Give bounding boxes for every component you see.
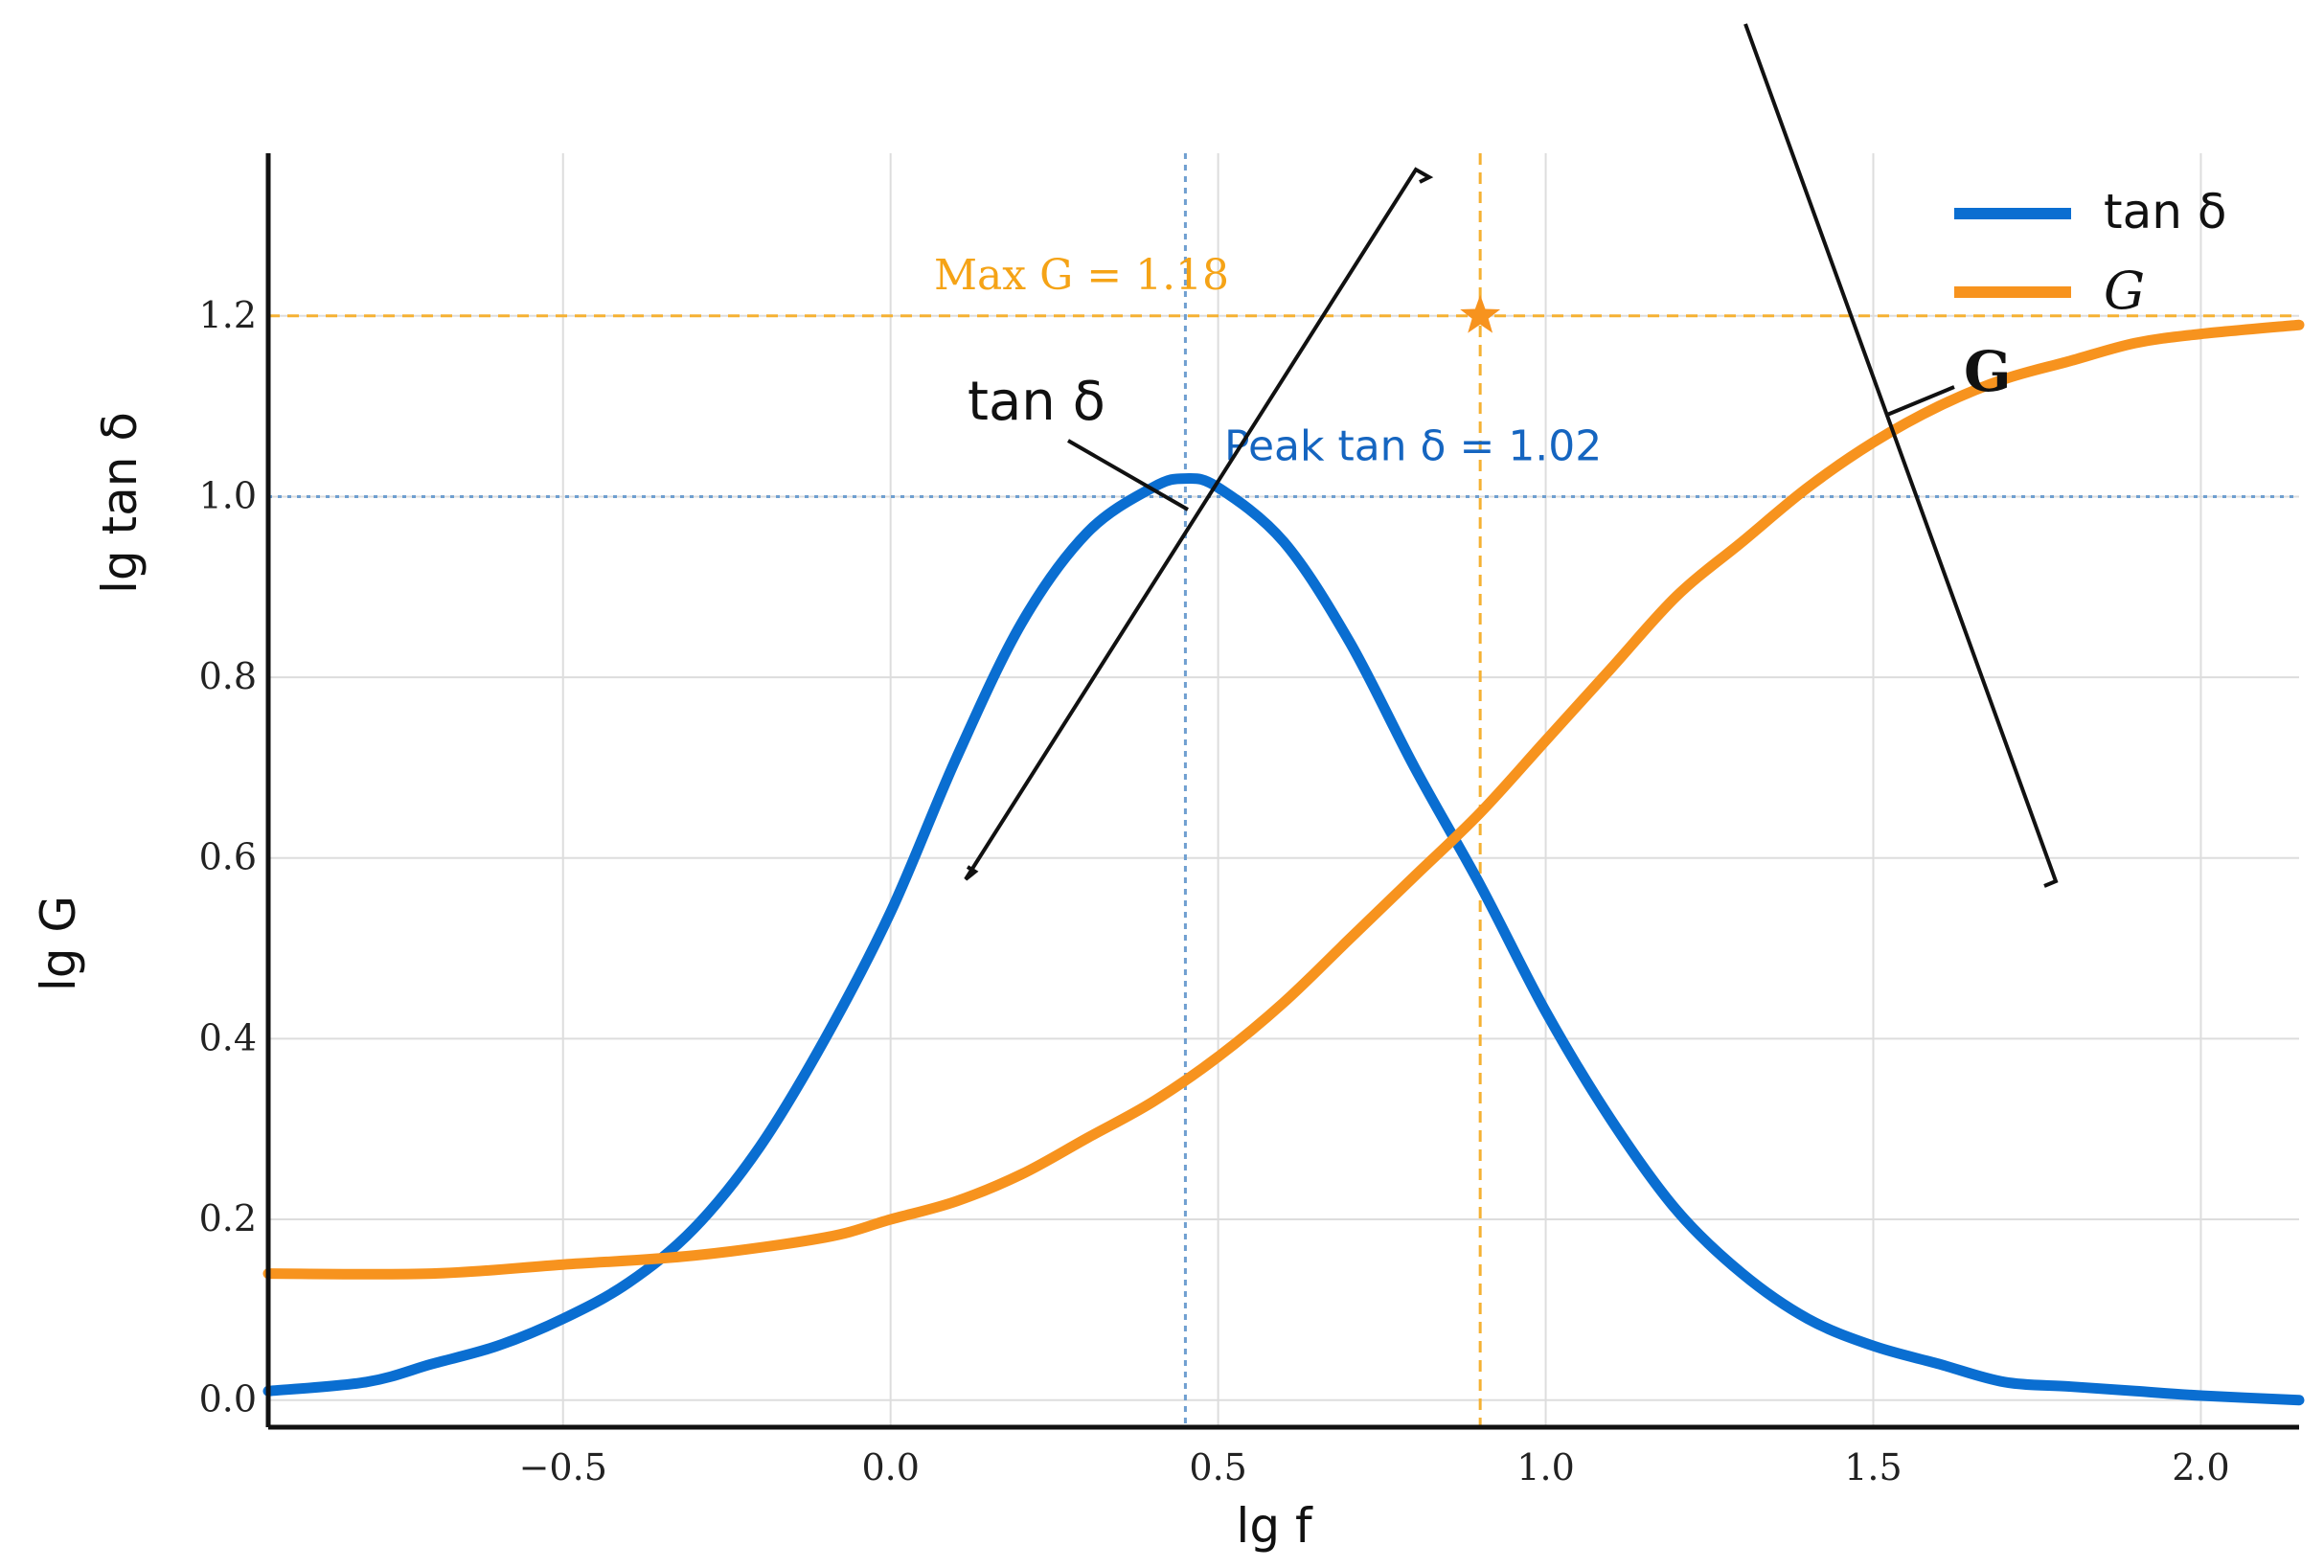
y-tick-label: 0.4 xyxy=(199,1016,257,1058)
y-tick-label: 0.2 xyxy=(199,1197,257,1239)
series-line-tan xyxy=(262,473,2305,1406)
curve-label-g: G xyxy=(1964,339,2012,404)
callout-lines xyxy=(964,23,2059,888)
y-tick-label: 0.6 xyxy=(199,836,257,878)
x-axis-label: lg f xyxy=(1236,1498,1313,1554)
series-layer xyxy=(262,294,2305,1406)
y-tick-label: 0.0 xyxy=(199,1378,257,1420)
callout-g-bracket xyxy=(1743,23,2059,888)
legend-label-g: G xyxy=(2104,261,2145,321)
x-tick-label: 0.5 xyxy=(1189,1446,1246,1488)
legend: tan δ G xyxy=(1954,184,2226,321)
callout-tan-pointer xyxy=(1067,439,1189,511)
curve-label-tan: tan δ xyxy=(968,371,1105,433)
x-tick-label: 1.0 xyxy=(1516,1446,1574,1488)
series-line-g xyxy=(262,319,2305,1280)
tick-labels: −0.5 0.0 0.5 1.0 1.5 2.0 0.0 0.2 0.4 0.6 0.8 1.0 1.2 xyxy=(199,294,2230,1488)
x-tick-label: 2.0 xyxy=(2172,1446,2229,1488)
annotation-max-g: Max G = 1.18 xyxy=(934,251,1229,300)
x-tick-label: −0.5 xyxy=(519,1446,607,1488)
callout-tan-bracket xyxy=(964,167,1434,881)
y-tick-label: 1.2 xyxy=(199,294,257,336)
reference-lines xyxy=(268,153,2299,1427)
annotation-peak-tan: Peak tan δ = 1.02 xyxy=(1224,421,1602,470)
axes xyxy=(265,153,2299,1430)
x-tick-label: 0.0 xyxy=(861,1446,919,1488)
callout-g-pointer xyxy=(1886,385,1955,417)
x-tick-label: 1.5 xyxy=(1844,1446,1902,1488)
y-axis-label-bottom: lg G xyxy=(31,896,86,991)
y-axis-label-top: lg tan δ xyxy=(92,412,148,594)
star-marker xyxy=(1460,294,1501,333)
y-tick-label: 1.0 xyxy=(199,474,257,516)
y-tick-label: 0.8 xyxy=(199,655,257,697)
legend-label-tan: tan δ xyxy=(2104,184,2226,239)
